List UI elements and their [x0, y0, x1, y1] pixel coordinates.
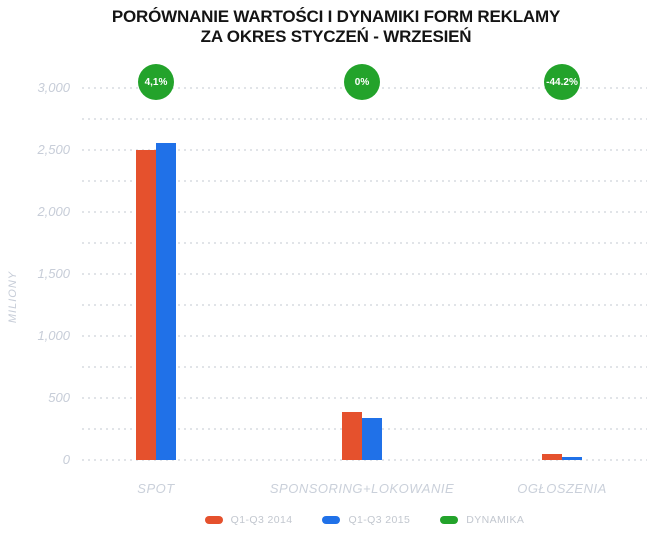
gridline — [82, 118, 647, 120]
chart-title-line1: PORÓWNANIE WARTOŚCI I DYNAMIKI FORM REKL… — [111, 7, 561, 26]
gridline — [82, 180, 647, 182]
gridline — [82, 211, 647, 213]
y-tick-label: 1,000 — [37, 328, 70, 343]
y-tick-label: 0 — [62, 452, 70, 467]
bar-2015-spot — [156, 143, 176, 460]
gridline — [82, 242, 647, 244]
y-tick-label: 2,500 — [37, 142, 70, 157]
bar-2014-spot — [136, 150, 156, 460]
legend-item-2014: Q1-Q3 2014 — [204, 514, 293, 526]
bar-2014-sponsoring-lokowanie — [342, 411, 362, 460]
gridline — [82, 304, 647, 306]
y-tick-label: 2,000 — [37, 204, 70, 219]
legend-swatch-dynamika — [440, 516, 459, 524]
gridline — [82, 459, 647, 461]
gridline — [82, 273, 647, 275]
legend-item-dynamika: DYNAMIKA — [440, 514, 524, 526]
legend-label-2015: Q1-Q3 2015 — [348, 514, 411, 526]
gridline — [82, 335, 647, 337]
gridline — [82, 149, 647, 151]
bar-2015-sponsoring-lokowanie — [362, 418, 382, 460]
legend: Q1-Q3 2014 Q1-Q3 2015 DYNAMIKA — [82, 514, 647, 526]
legend-item-2015: Q1-Q3 2015 — [322, 514, 410, 526]
x-axis-label-sponsoring-lokowanie: SPONSORING+LOKOWANIE — [269, 481, 455, 496]
dynamika-badge-ogloszenia: -44.2% — [544, 64, 580, 100]
gridline — [82, 366, 647, 368]
legend-swatch-2014 — [204, 516, 223, 524]
chart-title: PORÓWNANIE WARTOŚCI I DYNAMIKI FORM REKL… — [30, 7, 642, 47]
dynamika-badge-spot: 4,1% — [138, 64, 174, 100]
y-tick-label: 500 — [48, 390, 70, 405]
legend-swatch-2015 — [322, 516, 341, 524]
legend-label-2014: Q1-Q3 2014 — [230, 514, 293, 526]
bar-2015-ogloszenia — [562, 456, 582, 460]
chart-title-line2: ZA OKRES STYCZEŃ - WRZESIEŃ — [200, 27, 472, 46]
y-tick-label: 1,500 — [37, 266, 70, 281]
x-axis-label-spot: SPOT — [137, 481, 175, 496]
bar-2014-ogloszenia — [542, 453, 562, 460]
y-tick-label: 3,000 — [37, 80, 70, 95]
x-axis-label-ogloszenia: OGŁOSZENIA — [517, 481, 607, 496]
legend-label-dynamika: DYNAMIKA — [466, 514, 525, 526]
gridline — [82, 397, 647, 399]
dynamika-badge-sponsoring-lokowanie: 0% — [344, 64, 380, 100]
